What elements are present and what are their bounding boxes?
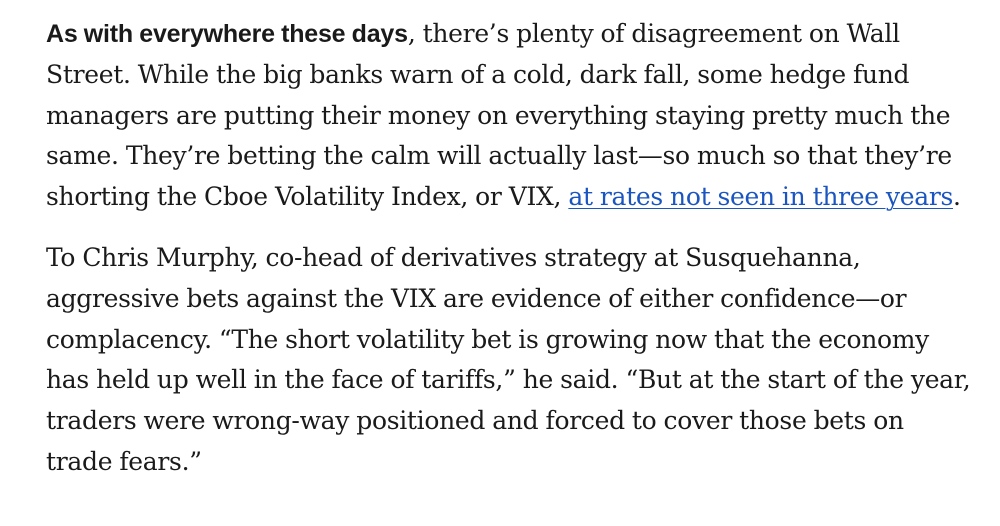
article-body: As with everywhere these days, there’s p… <box>46 14 976 483</box>
paragraph-1: As with everywhere these days, there’s p… <box>46 14 976 218</box>
lead-in: As with everywhere these days <box>46 20 408 48</box>
paragraph-1-text: , there’s plenty of disagreement on Wall… <box>46 19 952 212</box>
paragraph-2: To Chris Murphy, co-head of derivatives … <box>46 242 971 476</box>
paragraph-1-end: . <box>953 182 961 212</box>
vix-rates-link[interactable]: at rates not seen in three years <box>568 182 954 212</box>
